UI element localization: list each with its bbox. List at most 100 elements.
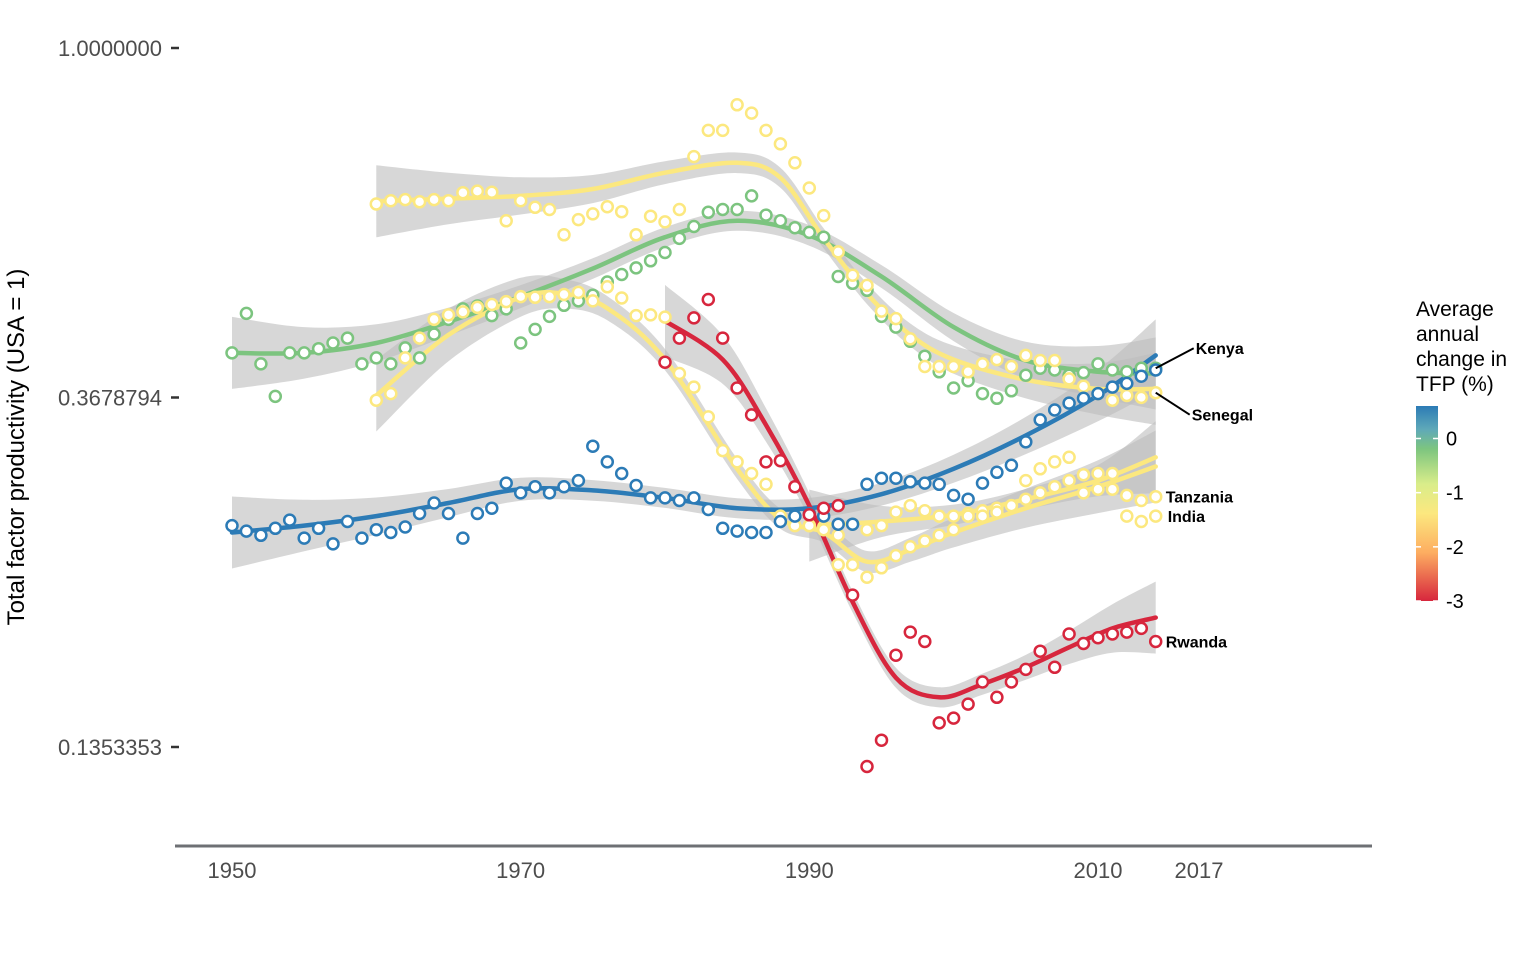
point-tanzania-blue: [788, 509, 802, 523]
point-tanzania-blue: [730, 524, 744, 538]
point-tanzania: [1033, 486, 1047, 500]
point-tanzania-blue: [427, 496, 441, 510]
point-rwanda: [1004, 675, 1019, 689]
point-kenya: [513, 336, 528, 350]
point-rwanda: [889, 648, 903, 662]
point-rwanda: [1033, 644, 1047, 658]
point-senegal: [643, 209, 658, 223]
point-senegal: [571, 212, 586, 227]
point-tanzania-blue: [701, 502, 716, 517]
label-rwanda: Rwanda: [1166, 635, 1227, 652]
point-rwanda: [672, 331, 687, 345]
point-kenya: [412, 351, 427, 365]
point-india: [744, 466, 759, 481]
point-india: [874, 561, 889, 575]
point-senegal: [427, 192, 441, 207]
point-kenya: [658, 245, 672, 260]
point-senegal: [802, 181, 817, 195]
point-rwanda: [932, 716, 946, 730]
point-tanzania-blue: [1004, 458, 1019, 473]
point-india: [1047, 455, 1062, 469]
point-india: [485, 297, 499, 312]
legend-tick-label: -2: [1446, 537, 1464, 559]
point-tanzania-blue: [672, 493, 687, 508]
point-kenya: [1120, 365, 1134, 379]
point-senegal: [384, 193, 398, 208]
point-tanzania-blue: [384, 525, 398, 540]
point-india: [571, 285, 586, 300]
point-senegal: [1033, 353, 1047, 368]
point-rwanda: [1134, 621, 1149, 636]
point-tanzania-blue: [1105, 380, 1120, 394]
point-senegal: [470, 184, 485, 198]
point-india: [1134, 514, 1149, 529]
point-senegal: [874, 304, 889, 318]
point-tanzania-blue: [845, 517, 860, 531]
point-rwanda: [816, 501, 831, 515]
point-india: [470, 300, 485, 315]
point-india: [513, 289, 528, 304]
label-senegal: Senegal: [1192, 408, 1253, 425]
point-senegal: [412, 195, 427, 209]
point-tanzania: [1120, 488, 1134, 503]
point-india: [499, 294, 513, 309]
point-india: [903, 540, 918, 554]
point-tanzania: [1148, 489, 1163, 504]
point-senegal: [946, 359, 961, 374]
point-tanzania-blue: [1019, 435, 1033, 449]
point-tanzania-blue: [369, 522, 384, 537]
point-india: [398, 351, 412, 365]
point-tanzania-blue: [614, 466, 629, 481]
point-india: [427, 312, 441, 327]
point-senegal: [1134, 390, 1149, 405]
x-axis-ticks: 1950 1970 1990 2010 2017: [208, 858, 1224, 883]
point-kenya: [831, 269, 845, 284]
point-tanzania-blue: [990, 465, 1004, 480]
point-kenya: [788, 220, 802, 235]
point-rwanda: [874, 733, 889, 747]
legend-tick-label: 0: [1446, 429, 1457, 451]
point-kenya: [542, 309, 557, 324]
point-tanzania-blue: [831, 517, 845, 531]
point-india: [528, 290, 542, 305]
point-senegal: [845, 268, 860, 282]
y-tick-label: 1.0000000: [58, 36, 162, 61]
point-tanzania: [860, 522, 874, 537]
label-kenya: Kenya: [1196, 341, 1244, 358]
band-rwanda: [665, 284, 1156, 708]
point-kenya: [773, 214, 788, 228]
point-tanzania-blue: [903, 475, 918, 489]
x-tick-label: 1970: [496, 858, 545, 883]
point-india: [946, 522, 961, 537]
x-tick-label: 2010: [1073, 858, 1122, 883]
point-rwanda: [1019, 662, 1033, 677]
point-india: [860, 570, 874, 584]
point-kenya: [744, 189, 759, 203]
point-rwanda: [1120, 625, 1134, 639]
point-rwanda: [1148, 634, 1163, 649]
point-kenya: [427, 327, 441, 341]
point-tanzania-blue: [961, 492, 975, 506]
point-senegal: [456, 185, 470, 200]
point-senegal: [1105, 393, 1120, 407]
point-senegal: [398, 192, 412, 207]
point-india: [441, 308, 456, 322]
point-india: [643, 308, 658, 322]
point-kenya: [816, 230, 831, 244]
point-tanzania-blue: [1076, 391, 1091, 406]
legend-tick-label: -1: [1446, 483, 1464, 505]
point-tanzania-blue: [629, 478, 643, 493]
point-tanzania-blue: [441, 506, 456, 521]
point-tanzania-blue: [225, 518, 239, 533]
point-tanzania-blue: [542, 486, 557, 500]
x-tick-label: 2017: [1175, 858, 1224, 883]
point-senegal: [614, 204, 629, 219]
point-india: [701, 410, 716, 424]
point-senegal: [499, 214, 513, 228]
trend-line-kenya: [229, 218, 1158, 376]
point-kenya: [715, 202, 730, 217]
point-senegal: [975, 357, 990, 371]
point-kenya: [946, 381, 961, 395]
point-rwanda: [1091, 630, 1105, 645]
point-tanzania-blue: [773, 514, 788, 529]
